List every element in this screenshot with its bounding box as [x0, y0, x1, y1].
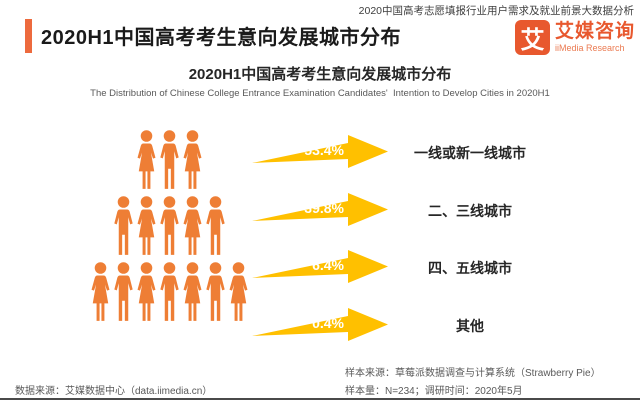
woman-icon	[226, 261, 251, 325]
man-icon	[157, 195, 182, 259]
percent-label: 39.8%	[304, 200, 344, 216]
percent-label: 6.4%	[312, 257, 344, 273]
globe-icon	[303, 403, 321, 416]
man-icon	[157, 129, 182, 193]
iimedia-logo-icon: 艾	[514, 20, 550, 55]
category-label: 四、五线城市	[428, 260, 512, 276]
percent-label: 53.4%	[304, 142, 344, 158]
arrow-row-4: 0.4%	[252, 307, 388, 345]
category-label: 二、三线城市	[428, 203, 512, 219]
category-label: 一线或新一线城市	[414, 145, 526, 161]
man-icon	[203, 195, 228, 259]
man-icon	[111, 261, 136, 325]
chart-title: 2020H1中国高考考生意向发展城市分布	[188, 66, 452, 83]
report-series-note: 2020中国高考志愿填报行业用户需求及就业前景大数据分析	[358, 5, 634, 17]
percent-label: 0.4%	[312, 315, 344, 331]
logo-name-cn: 艾媒咨询	[554, 21, 635, 42]
woman-icon	[134, 129, 159, 193]
man-icon	[203, 261, 228, 325]
man-icon	[157, 261, 182, 325]
arrow-row-2: 39.8%	[252, 192, 388, 230]
arrow-row-1: 53.4%	[252, 134, 388, 172]
logo-name-en: iiMedia Research	[554, 43, 625, 53]
header-accent-bar	[25, 19, 32, 53]
woman-icon	[180, 195, 205, 259]
woman-icon	[88, 261, 113, 325]
sample-source-note: 样本来源：草莓派数据调查与计算系统（Strawberry Pie）	[345, 368, 601, 379]
woman-icon	[134, 195, 159, 259]
chart-subtitle: The Distribution of Chinese College Entr…	[90, 88, 550, 99]
woman-icon	[180, 261, 205, 325]
arrow-row-3: 6.4%	[252, 249, 388, 287]
woman-icon	[180, 129, 205, 193]
footer-divider	[0, 398, 640, 400]
data-source-note: 数据来源：艾媒数据中心（data.iimedia.cn）	[15, 386, 213, 397]
woman-icon	[134, 261, 159, 325]
man-icon	[111, 195, 136, 259]
iimedia-logo-text: 艾媒咨询 iiMedia Research	[555, 22, 635, 53]
footer: 艾媒报告中心：report.iimedia.cn ©2020 iiMedia R…	[303, 403, 634, 416]
sample-size-note: 样本量：N=234；调研时间：2020年5月	[345, 386, 523, 397]
page-title: 2020H1中国高考考生意向发展城市分布	[41, 27, 402, 49]
category-label: 其他	[456, 318, 484, 334]
iimedia-logo: 艾 艾媒咨询 iiMedia Research	[514, 20, 635, 55]
